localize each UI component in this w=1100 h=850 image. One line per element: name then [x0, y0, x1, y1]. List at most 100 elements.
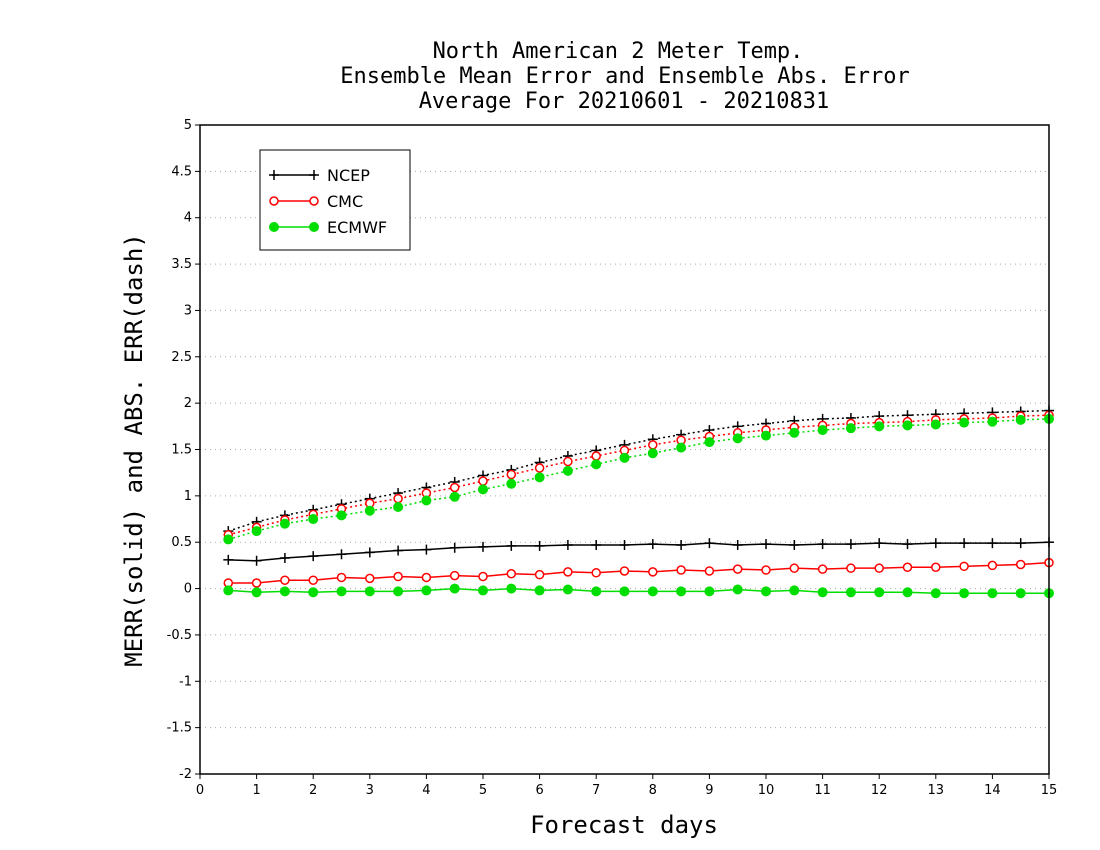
ecmwf-merr-marker	[874, 587, 885, 598]
title-line-3: Average For 20210601 - 20210831	[419, 89, 830, 114]
legend-entry-ecmwf: ECMWF	[269, 218, 387, 237]
ecmwf-abs-err-marker	[364, 505, 375, 516]
legend-cmc-marker	[309, 196, 319, 206]
ecmwf-merr-marker	[364, 586, 375, 597]
ecmwf-abs-err-marker	[676, 442, 687, 453]
ncep-merr-marker	[506, 540, 517, 551]
ecmwf-merr-marker	[817, 587, 828, 598]
ecmwf-merr-marker	[421, 585, 432, 596]
ncep-merr-marker	[732, 539, 743, 550]
ecmwf-abs-err-marker	[534, 472, 545, 483]
y-tick-label: 4.5	[171, 164, 192, 179]
x-tick-label: 10	[758, 783, 775, 798]
x-tick-label: 13	[928, 783, 945, 798]
ncep-merr-marker	[704, 538, 715, 549]
ecmwf-abs-err-marker	[336, 510, 347, 521]
cmc-abs-err-marker	[449, 482, 460, 493]
ncep-merr-marker	[223, 554, 234, 565]
ecmwf-merr-marker	[223, 585, 234, 596]
x-tick-label: 7	[592, 783, 600, 798]
x-tick-label: 15	[1041, 783, 1058, 798]
ecmwf-abs-err-marker	[308, 514, 319, 525]
cmc-abs-err-marker	[563, 456, 573, 467]
ecmwf-abs-err-marker	[817, 425, 828, 436]
ncep-merr-marker	[1015, 538, 1026, 549]
cmc-merr-marker	[987, 560, 998, 571]
ncep-merr-marker	[930, 538, 941, 549]
cmc-merr-marker	[1015, 559, 1026, 570]
title-line-1: North American 2 Meter Temp.	[433, 39, 804, 64]
ecmwf-merr-marker	[930, 588, 941, 599]
y-tick-label: -2	[179, 767, 192, 782]
series-markers	[223, 405, 1054, 599]
ecmwf-abs-err-marker	[789, 427, 800, 438]
ecmwf-merr-marker	[619, 586, 630, 597]
y-tick-label: -1.5	[167, 721, 192, 736]
cmc-merr-marker	[732, 564, 743, 574]
legend-entry-cmc: CMC	[269, 192, 363, 211]
ncep-merr-marker	[761, 539, 771, 550]
ncep-merr-marker	[817, 539, 828, 550]
ecmwf-merr-marker	[506, 583, 517, 594]
cmc-merr-marker	[874, 563, 884, 573]
cmc-merr-marker	[591, 568, 601, 578]
ncep-merr-marker	[591, 539, 602, 550]
ecmwf-merr-marker	[251, 587, 262, 598]
y-tick-label: 3.5	[171, 257, 192, 272]
ecmwf-merr-marker	[393, 586, 404, 597]
y-axis-label: MERR(solid) and ABS. ERR(dash)	[120, 233, 148, 666]
cmc-merr-marker	[251, 578, 262, 588]
ecmwf-abs-err-marker	[902, 420, 913, 431]
y-tick-label: 0.5	[171, 535, 192, 550]
cmc-abs-err-marker	[478, 476, 488, 486]
ncep-merr-marker	[478, 541, 488, 552]
y-tick-label: 2	[184, 396, 192, 411]
ecmwf-merr-marker	[478, 585, 488, 596]
cmc-merr-marker	[365, 573, 375, 584]
ecmwf-abs-err-marker	[478, 484, 488, 495]
ncep-merr-marker	[449, 542, 460, 553]
ecmwf-merr-marker	[647, 586, 658, 597]
ncep-merr-marker	[336, 549, 347, 560]
y-tick-label: 5	[184, 118, 192, 133]
cmc-merr-marker	[393, 571, 403, 582]
cmc-merr-marker	[563, 567, 573, 577]
legend-entry-ncep: NCEP	[269, 166, 370, 185]
ecmwf-abs-err-marker	[506, 478, 517, 489]
x-tick-label: 2	[309, 783, 317, 798]
ecmwf-merr-line	[228, 587, 1049, 594]
y-tick-label: 1.5	[171, 443, 192, 458]
ecmwf-merr-marker	[676, 586, 687, 597]
chart-title: North American 2 Meter Temp. Ensemble Me…	[340, 39, 910, 114]
x-tick-label: 0	[196, 783, 204, 798]
ecmwf-merr-marker	[308, 587, 319, 598]
cmc-abs-err-marker	[506, 469, 517, 480]
ncep-merr-marker	[902, 539, 913, 550]
y-tick-label: 0	[184, 582, 192, 597]
cmc-merr-line	[228, 561, 1050, 584]
x-axis: 0 1 2 3 4 5 6 7 8 9 10 11 12 13 14 15	[196, 774, 1057, 798]
ncep-merr-marker	[845, 539, 856, 550]
cmc-merr-marker	[506, 568, 517, 579]
ecmwf-merr-marker	[704, 586, 715, 597]
ncep-merr-marker	[619, 539, 630, 550]
x-tick-label: 12	[871, 783, 888, 798]
ncep-merr-marker	[789, 539, 800, 550]
ncep-merr-marker	[647, 539, 658, 550]
ecmwf-abs-err-marker	[619, 452, 630, 463]
cmc-merr-marker	[817, 564, 828, 574]
ncep-merr-marker	[987, 538, 998, 549]
cmc-abs-err-marker	[393, 493, 403, 504]
ecmwf-merr-marker	[987, 588, 998, 599]
cmc-merr-marker	[902, 562, 913, 572]
cmc-abs-err-marker	[534, 463, 545, 473]
cmc-merr-marker	[761, 565, 771, 575]
ncep-merr-marker	[421, 544, 432, 555]
ncep-merr-marker	[676, 539, 687, 550]
x-tick-label: 1	[252, 783, 260, 798]
cmc-merr-marker	[959, 561, 969, 572]
ncep-merr-marker	[364, 547, 375, 558]
cmc-abs-err-marker	[591, 451, 601, 461]
x-tick-label: 3	[366, 783, 374, 798]
